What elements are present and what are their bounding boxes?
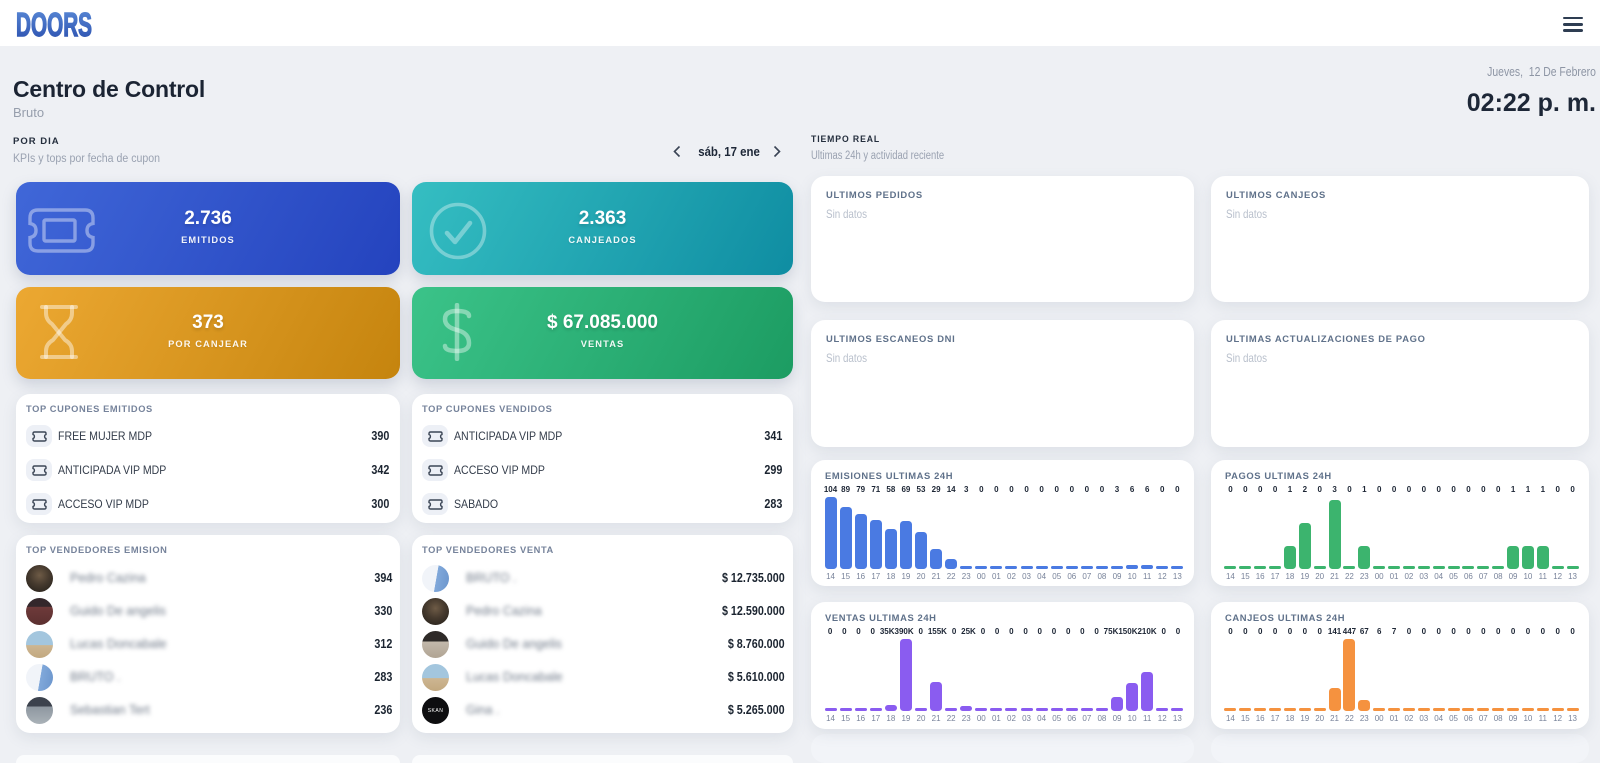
svg-text:DOORS: DOORS bbox=[16, 6, 92, 42]
